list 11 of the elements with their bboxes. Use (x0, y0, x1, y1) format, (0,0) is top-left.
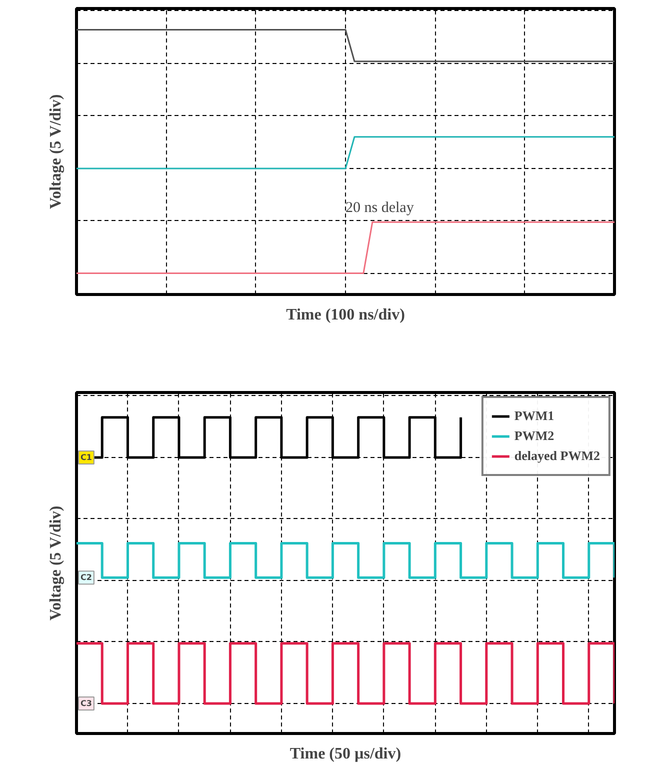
legend-label: PWM2 (514, 428, 554, 444)
x-axis-title: Time (50 µs/div) (290, 746, 402, 762)
annotation: C2 (80, 573, 92, 582)
annotation: 20 ns delay (346, 200, 414, 216)
y-axis-title: Voltage (5 V/div) (48, 94, 64, 209)
x-axis-title: Time (100 ns/div) (286, 306, 405, 324)
annotation: C1 (80, 452, 92, 462)
y-axis-title: Voltage (5 V/div) (48, 506, 64, 620)
legend-label: delayed PWM2 (514, 448, 600, 464)
annotation: C3 (80, 698, 92, 708)
legend-label: PWM1 (514, 408, 554, 424)
